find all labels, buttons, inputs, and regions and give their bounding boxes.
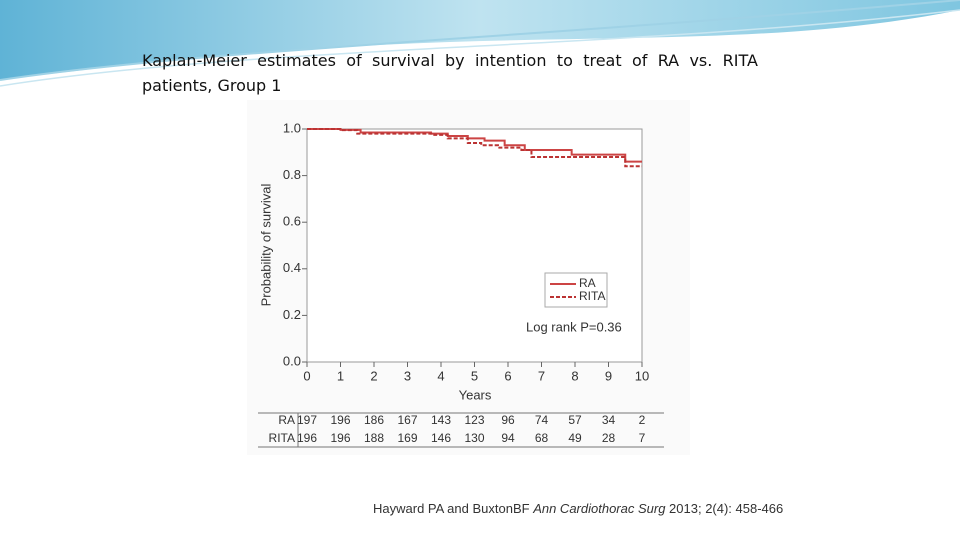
at-risk-count: 94	[501, 431, 515, 445]
y-tick-label: 0.0	[283, 353, 301, 368]
citation: Hayward PA and BuxtonBF Ann Cardiothorac…	[373, 501, 783, 516]
at-risk-count: 49	[568, 431, 582, 445]
at-risk-count: 7	[639, 431, 646, 445]
at-risk-name: RITA	[269, 431, 295, 445]
at-risk-count: 167	[397, 413, 417, 427]
x-tick-label: 4	[437, 368, 444, 383]
slide-title: Kaplan-Meier estimates of survival by in…	[142, 51, 758, 95]
y-tick-label: 0.8	[283, 167, 301, 182]
at-risk-count: 34	[602, 413, 616, 427]
x-tick-label: 8	[571, 368, 578, 383]
x-tick-label: 1	[337, 368, 344, 383]
plot-area	[307, 128, 642, 168]
at-risk-count: 196	[330, 413, 350, 427]
y-axis-label: Probability of survival	[258, 183, 273, 306]
at-risk-count: 74	[535, 413, 549, 427]
at-risk-count: 2	[639, 413, 646, 427]
at-risk-count: 196	[297, 431, 317, 445]
legend-label: RITA	[579, 289, 605, 303]
annotation: Log rank P=0.36	[526, 319, 622, 334]
x-tick-label: 7	[538, 368, 545, 383]
x-tick-label: 0	[303, 368, 310, 383]
at-risk-count: 146	[431, 431, 451, 445]
y-tick-label: 0.2	[283, 307, 301, 322]
at-risk-count: 68	[535, 431, 549, 445]
at-risk-count: 196	[330, 431, 350, 445]
at-risk-count: 188	[364, 431, 384, 445]
x-tick-label: 3	[404, 368, 411, 383]
x-tick-label: 9	[605, 368, 612, 383]
swoosh-line	[0, 9, 960, 87]
at-risk-count: 186	[364, 413, 384, 427]
y-tick-label: 0.6	[283, 214, 301, 229]
y-tick-label: 1.0	[283, 120, 301, 135]
x-tick-label: 10	[635, 368, 649, 383]
x-tick-label: 2	[370, 368, 377, 383]
citation-journal: Ann Cardiothorac Surg	[532, 501, 666, 516]
at-risk-count: 143	[431, 413, 451, 427]
citation-text: 2013; 2(4): 458-466	[665, 501, 783, 516]
legend-label: RA	[579, 276, 596, 290]
citation-text: Hayward PA and BuxtonBF	[373, 501, 533, 516]
at-risk-count: 123	[464, 413, 484, 427]
survival-curve	[307, 128, 642, 168]
at-risk-count: 130	[464, 431, 484, 445]
swoosh-line	[0, 0, 960, 81]
at-risk-count: 28	[602, 431, 616, 445]
at-risk-count: 96	[501, 413, 515, 427]
at-risk-count: 197	[297, 413, 317, 427]
x-axis-label: Years	[459, 387, 492, 402]
x-tick-label: 5	[471, 368, 478, 383]
x-tick-label: 6	[504, 368, 511, 383]
at-risk-count: 57	[568, 413, 582, 427]
survival-curve	[307, 128, 642, 163]
at-risk-name: RA	[278, 413, 295, 427]
at-risk-count: 169	[397, 431, 417, 445]
plot-frame	[306, 128, 643, 363]
legend-box	[544, 272, 608, 308]
y-tick-label: 0.4	[283, 260, 301, 275]
